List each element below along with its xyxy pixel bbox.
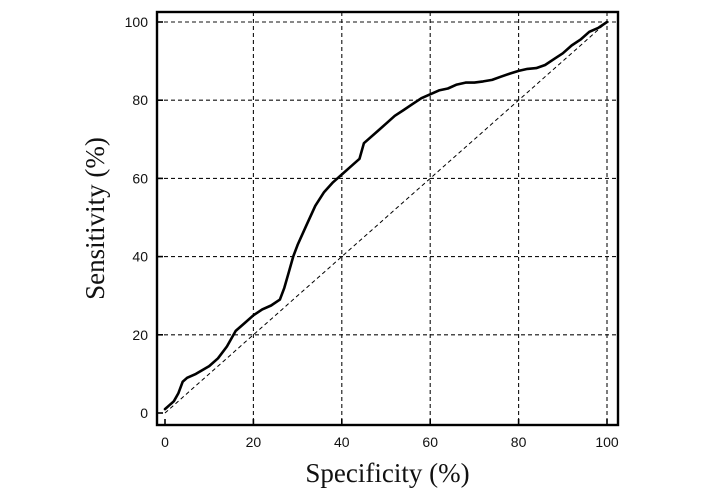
- x-tick-label: 60: [422, 434, 438, 450]
- x-axis-title: Specificity (%): [305, 458, 469, 488]
- x-tick-label: 20: [246, 434, 262, 450]
- y-tick-label: 60: [132, 170, 148, 186]
- x-tick-label: 80: [511, 434, 527, 450]
- x-tick-label: 0: [161, 434, 169, 450]
- y-tick-label: 80: [132, 92, 148, 108]
- y-tick-label: 40: [132, 249, 148, 265]
- y-tick-label: 0: [140, 405, 148, 421]
- grid-lines: [157, 12, 618, 425]
- reference-diagonal: [164, 21, 608, 414]
- y-tick-label: 20: [132, 327, 148, 343]
- series-layer: [163, 20, 609, 411]
- y-tick-label: 100: [125, 14, 149, 30]
- x-tick-label: 40: [334, 434, 350, 450]
- x-tick-label: 100: [595, 434, 619, 450]
- y-axis-title: Sensitivity (%): [80, 137, 110, 300]
- plot-frame: [155, 10, 620, 427]
- roc-curve: [163, 20, 609, 411]
- axis-ticks: 0 20 40 60 80 100 0 20 40 60 80 100: [125, 14, 619, 450]
- reference-line: [164, 21, 608, 414]
